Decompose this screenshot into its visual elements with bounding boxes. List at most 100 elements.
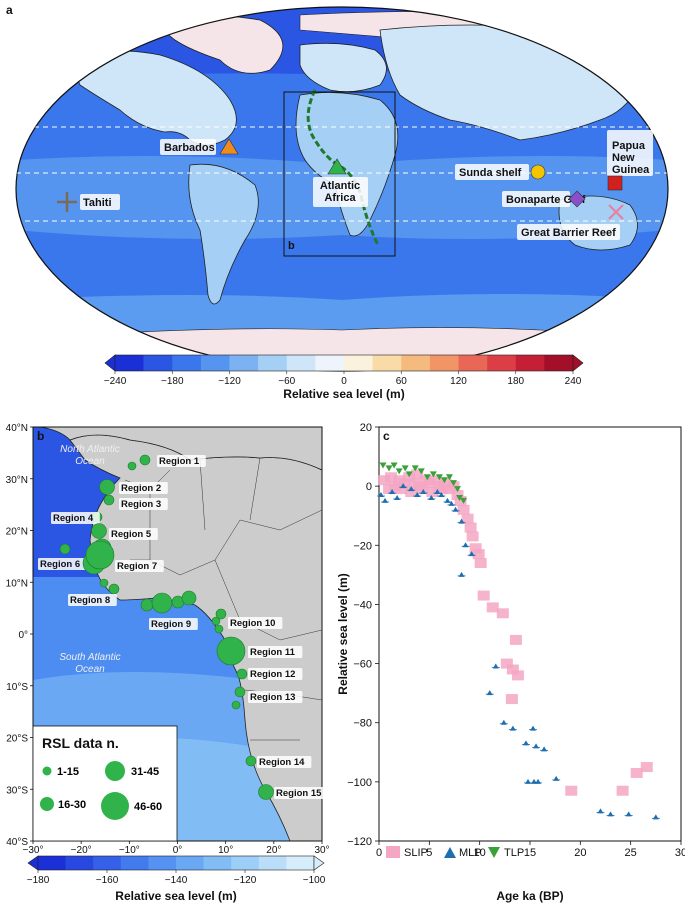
site-marker <box>57 192 77 212</box>
region-marker <box>215 608 227 620</box>
y-tick-label: −80 <box>353 718 372 730</box>
tlp-point <box>423 474 431 481</box>
mlp-point <box>533 743 540 749</box>
legend-label-31-45: 31-45 <box>131 766 159 778</box>
lon-tick-label: 20° <box>266 845 281 856</box>
ocean-label-north: North Atlantic Ocean <box>60 444 120 467</box>
slip-point <box>474 558 487 569</box>
chart-axes: 0 5 10 15 20 25 30 20 0 −20 −40 −60 −80 −100 −120 <box>347 422 685 859</box>
site-marker <box>219 138 239 155</box>
legend-marker-16-30 <box>40 797 54 811</box>
mlp-point <box>438 492 445 498</box>
slip-point <box>454 495 467 506</box>
colorbar-cell <box>65 856 94 870</box>
region-14: Region 14 <box>245 755 312 768</box>
mlp-point <box>448 500 455 506</box>
slip-point <box>509 634 522 645</box>
region-label: Region 5 <box>111 529 152 540</box>
slip-point <box>486 602 499 613</box>
lat-tick-label: 40°N <box>6 423 28 434</box>
region-label: Region 15 <box>276 788 322 799</box>
colorbar-tick-label: 0 <box>341 376 347 387</box>
y-tick-label: −20 <box>353 540 372 552</box>
colorbar-cell <box>315 355 345 371</box>
colorbar-tick-label: −120 <box>218 376 241 387</box>
mlp-point <box>462 542 469 548</box>
region-9: Region 9 <box>140 590 198 630</box>
lat-tick-label: 30°S <box>6 785 28 796</box>
colorbar-cell <box>286 856 315 870</box>
mlp-point <box>378 492 385 498</box>
tlp-point <box>379 462 387 469</box>
tlp-point <box>411 465 419 472</box>
mlp-point <box>553 775 560 781</box>
region-label: Region 4 <box>53 513 94 524</box>
tlp-point <box>405 471 413 478</box>
mlp-point <box>400 483 407 489</box>
region-4: Region 4 <box>51 511 103 524</box>
mlp-point <box>607 811 614 817</box>
y-tick-label: −40 <box>353 599 372 611</box>
region-marker <box>85 540 115 570</box>
region-label: Region 12 <box>250 669 295 680</box>
region-marker <box>236 668 248 680</box>
mlp-point <box>535 778 542 784</box>
slip-point <box>500 658 513 669</box>
slip-point <box>505 694 518 705</box>
slip-point <box>389 481 402 492</box>
region-marker <box>151 592 173 614</box>
colorbar-title: Relative sea level (m) <box>283 387 404 401</box>
colorbar-tick-label: −100 <box>303 875 326 886</box>
y-tick-label: −60 <box>353 659 372 671</box>
site-label: Great Barrier Reef <box>521 227 616 239</box>
region-label: Region 3 <box>121 499 161 510</box>
slip-point <box>511 670 524 681</box>
region-label-bg <box>274 787 329 799</box>
lat-tick-label: 20°N <box>6 527 28 538</box>
colorbar-tick-label: 240 <box>565 376 582 387</box>
site-label-bg <box>455 164 529 180</box>
x-axis-title: Age ka (BP) <box>496 889 563 903</box>
tlp-point <box>385 465 393 472</box>
mlp-point <box>522 740 529 746</box>
region-marker <box>234 686 246 698</box>
slip-point <box>506 664 519 675</box>
mlp-point <box>382 497 389 503</box>
site-marker <box>607 175 623 191</box>
tlp-point <box>449 480 457 487</box>
colorbar-cell <box>143 355 173 371</box>
colorbar-cell <box>487 355 517 371</box>
tlp-point <box>460 497 468 504</box>
region-marker <box>103 494 115 506</box>
legend-mlp-marker <box>444 847 456 858</box>
tlp-point <box>445 474 453 481</box>
region-label-bg <box>248 646 303 658</box>
slip-point <box>398 478 411 489</box>
region-10: Region 10 <box>211 608 283 634</box>
colorbar-tick-label: −180 <box>27 875 50 886</box>
slip-point <box>429 475 442 486</box>
region-label: Region 9 <box>151 619 191 630</box>
region-11: Region 11 <box>216 636 303 666</box>
region-marker <box>59 543 71 555</box>
region-marker-extra <box>99 578 109 588</box>
region-label-bg <box>38 558 87 570</box>
ocean-label-south: South Atlantic Ocean <box>59 652 120 675</box>
colorbar-cell <box>176 856 204 870</box>
legend-tlp-marker <box>488 847 500 858</box>
y-tick-label: −100 <box>347 777 372 789</box>
site-label-bg <box>517 224 620 240</box>
slip-point <box>565 785 578 796</box>
slip-point <box>385 472 398 483</box>
colorbar-cell <box>372 355 402 371</box>
region-marker <box>91 523 107 539</box>
region-3: Region 3 <box>103 494 168 510</box>
x-tick-label: 25 <box>625 847 637 859</box>
site-sunda-shelf: Sunda shelf <box>455 164 546 180</box>
mlp-point <box>500 719 507 725</box>
region-label: Region 2 <box>121 483 161 494</box>
site-great-barrier-reef: Great Barrier Reef <box>517 204 624 240</box>
site-bonaparte-gulf: Bonaparte Gulf <box>502 190 586 208</box>
region-2: Region 2 <box>99 479 168 495</box>
region-marker <box>139 454 151 466</box>
